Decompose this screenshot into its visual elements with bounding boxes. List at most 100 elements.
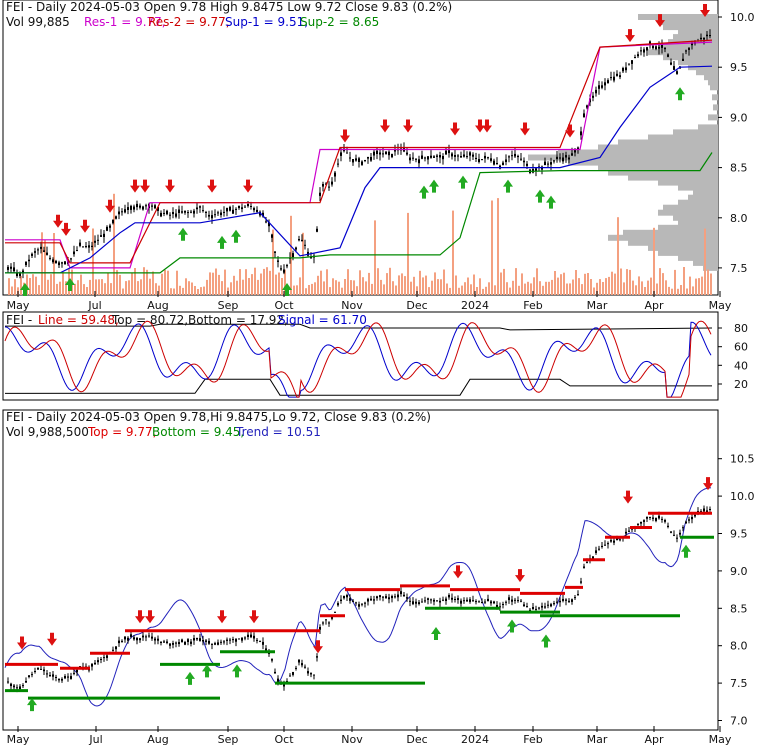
volume-profile-bar [678, 184, 718, 191]
volume-bar [590, 279, 592, 295]
bands-candle-body [580, 581, 582, 583]
bands-candle-body [628, 530, 630, 532]
volume-profile-bar [678, 29, 718, 36]
bands-candle-body [640, 521, 642, 524]
volume-bar [671, 288, 673, 295]
price-candle-body [604, 82, 606, 86]
price-candle-body [97, 239, 99, 241]
price-candle-body [268, 222, 270, 227]
volume-bar [182, 287, 184, 295]
volume-bar [419, 270, 421, 295]
bands-y-tick-label: 9.5 [730, 528, 748, 541]
volume-bar [344, 279, 346, 295]
bands-candle-body [256, 639, 258, 641]
volume-bar [446, 283, 448, 295]
volume-bar [350, 280, 352, 295]
price-candle-body [202, 210, 204, 212]
volume-bar [206, 279, 208, 295]
volume-bar [332, 278, 334, 295]
price-candle-body [364, 160, 366, 161]
bands-candle-body [139, 638, 141, 641]
price-candle-body [478, 159, 480, 162]
price-candle-body [160, 212, 162, 217]
volume-profile-bar [708, 79, 718, 86]
bands-candle-body [568, 600, 570, 602]
bands-candle-body [22, 685, 24, 687]
bands-candle-body [703, 508, 705, 512]
volume-bar [392, 281, 394, 295]
bands-candle-body [559, 600, 561, 603]
bands-candle-body [97, 660, 99, 663]
bands-candle-body [160, 642, 162, 643]
bands-x-tick-label: Oct [274, 733, 294, 745]
bands-candle-body [292, 672, 294, 675]
bands-candle-body [613, 540, 615, 543]
bands-candle-body [373, 599, 375, 601]
volume-bar [482, 288, 484, 295]
volume-bar [659, 268, 661, 295]
volume-bar [116, 270, 118, 295]
volume-bar [512, 280, 514, 295]
bands-candle-body [25, 681, 27, 683]
price-x-tick-label: May [709, 299, 732, 312]
volume-bar [80, 274, 82, 295]
price-candle-body [178, 209, 180, 213]
volume-profile-bar [698, 124, 718, 131]
volume-bar [50, 274, 52, 295]
buy-arrow [546, 195, 556, 209]
price-candle-body [7, 266, 9, 270]
bands-candle-body [121, 640, 123, 642]
bands-candle-body [385, 596, 387, 599]
volume-bar [638, 276, 640, 295]
price-candle-body [109, 225, 111, 228]
price-candle-body [46, 252, 48, 255]
price-candle-body [559, 157, 561, 159]
volume-bar [341, 287, 343, 295]
volume-bar [41, 232, 43, 295]
bands-candle-body [460, 600, 462, 604]
volume-profile-bar [673, 129, 718, 136]
volume-bar [407, 212, 409, 295]
bands-candle-body [238, 638, 240, 640]
volume-bar [692, 286, 694, 295]
price-candle-body [241, 207, 243, 209]
price-candle-body [610, 77, 612, 79]
price-candle-body [442, 156, 444, 160]
bands-candle-body [562, 598, 564, 601]
volume-bar [383, 284, 385, 295]
bands-candle-body [355, 602, 357, 604]
volume-bar [194, 286, 196, 295]
price-candle-body [172, 212, 174, 215]
price-candle-body [454, 155, 456, 157]
bands-candle-body [496, 605, 498, 608]
price-candle-body [232, 209, 234, 214]
bands-candle-body [304, 666, 306, 668]
price-candle-body [367, 157, 369, 159]
price-candle-body [286, 265, 288, 267]
bands-candle-body [331, 616, 333, 619]
volume-bar [404, 276, 406, 295]
sell-arrow [625, 29, 635, 43]
volume-bar [86, 287, 88, 295]
volume-bar [326, 269, 328, 295]
bands-buy-arrow [185, 671, 195, 685]
bands-candle-body [472, 600, 474, 602]
bands-candle-body [688, 519, 690, 521]
bands-sell-arrow [623, 490, 633, 504]
bands-x-tick-label: Aug [147, 733, 168, 745]
price-candle-body [664, 47, 666, 50]
bands-candle-body [637, 523, 639, 525]
volume-profile-bar [623, 229, 718, 236]
volume-bar [476, 287, 478, 295]
bands-candle-body [571, 599, 573, 602]
bands-candle-body [244, 637, 246, 639]
bands-candle-body [208, 640, 210, 644]
price-candle-body [508, 156, 510, 158]
volume-bar [215, 268, 217, 295]
bands-candle-body [691, 517, 693, 520]
bands-candle-body [667, 525, 669, 527]
price-candle-body [685, 50, 687, 52]
price-candle-body [514, 153, 516, 157]
buy-arrow [535, 189, 545, 203]
